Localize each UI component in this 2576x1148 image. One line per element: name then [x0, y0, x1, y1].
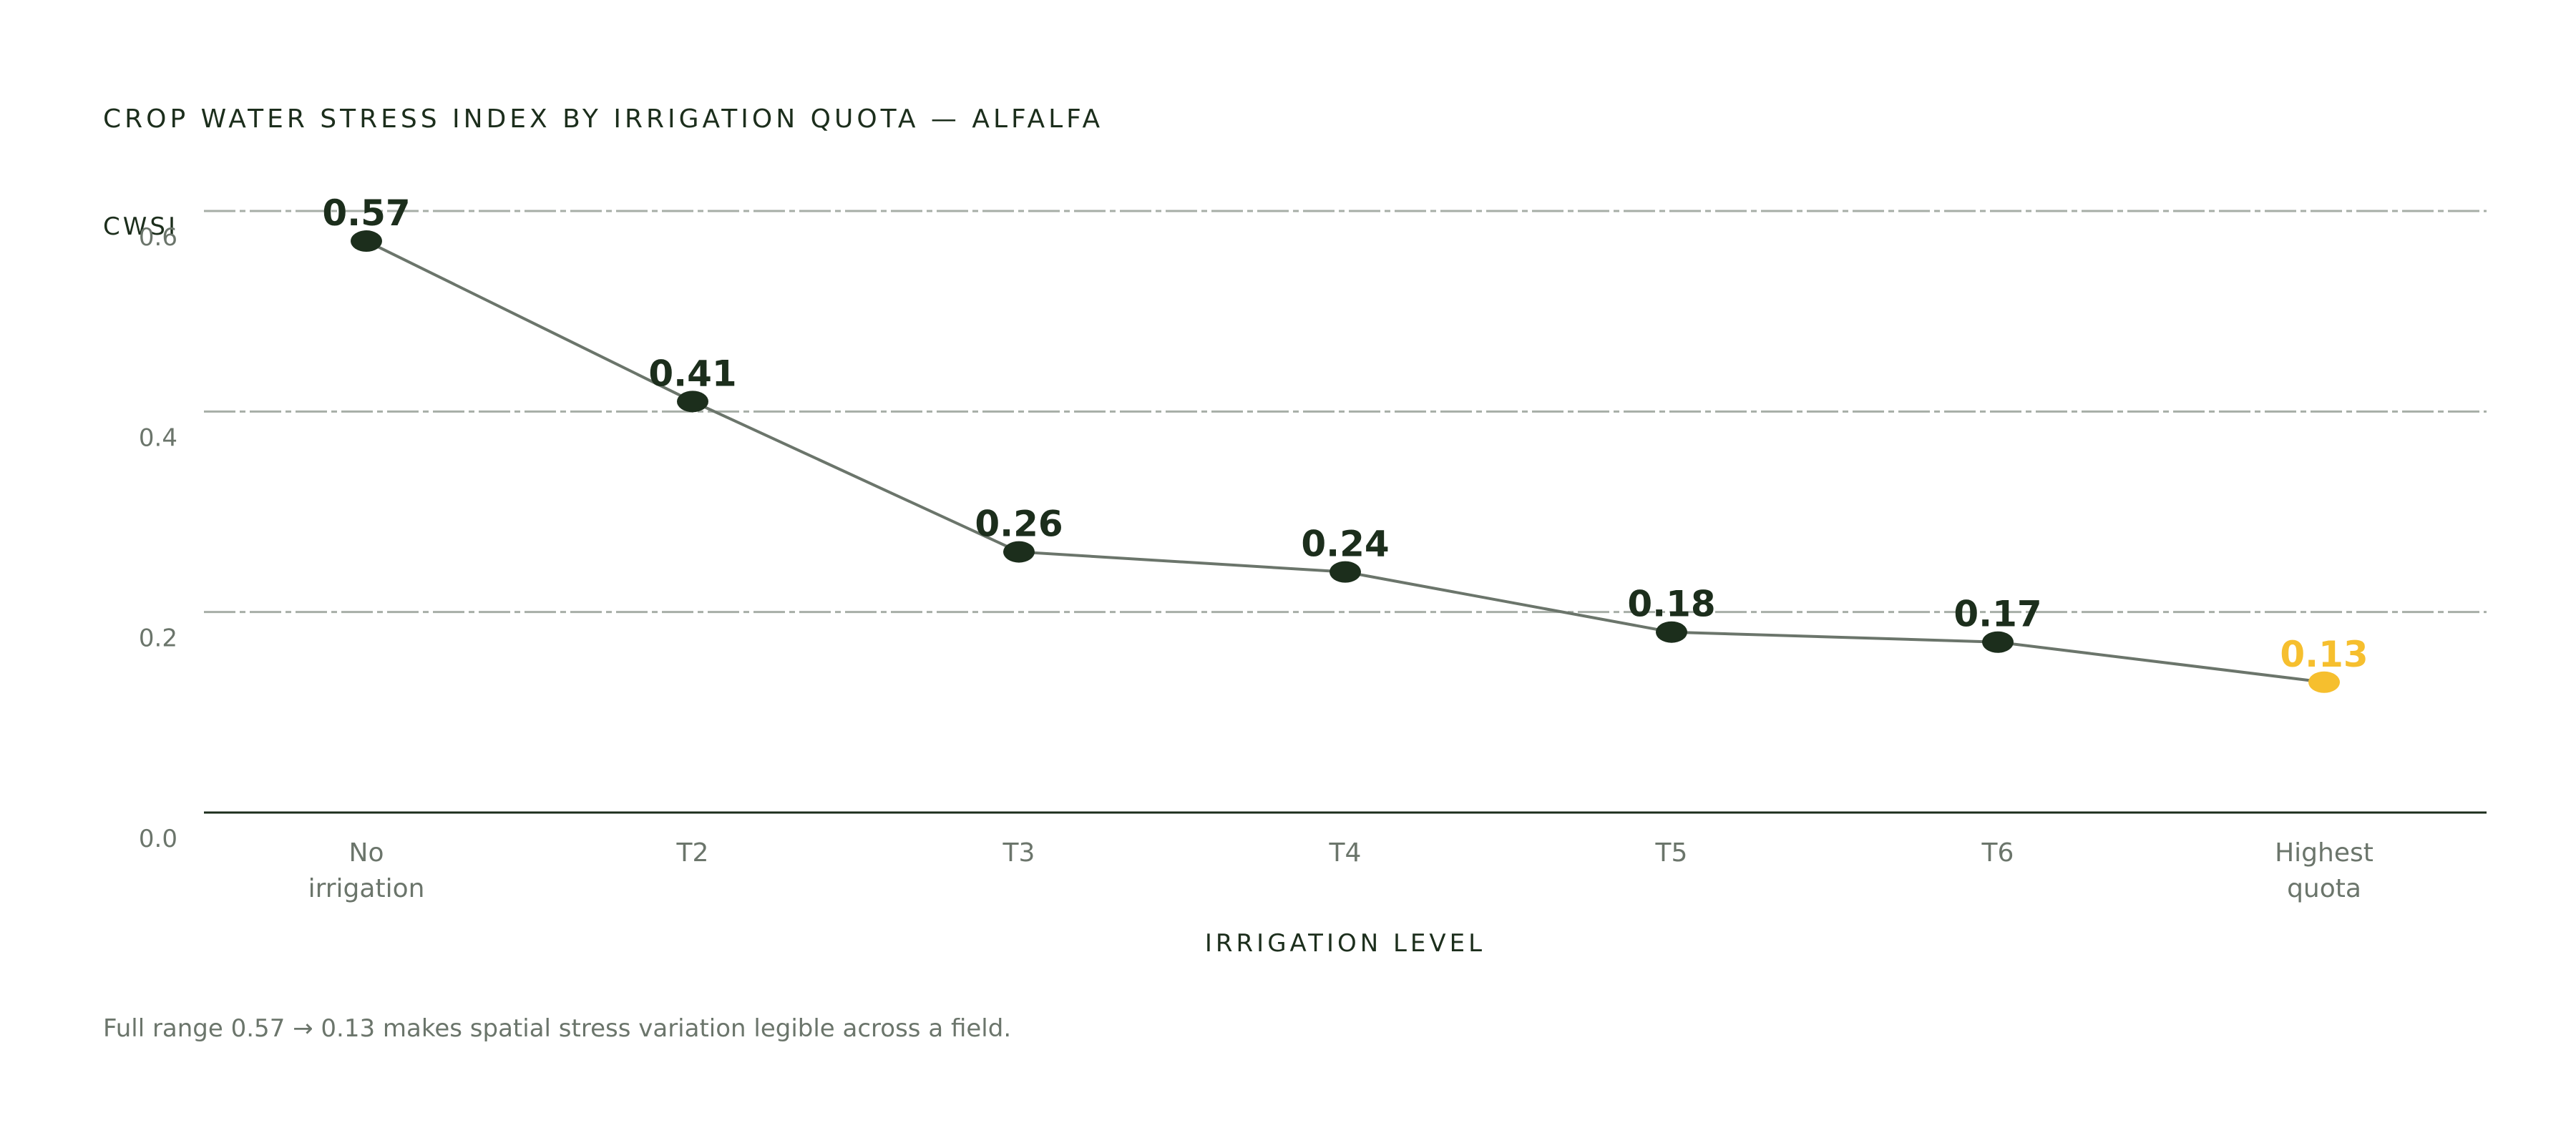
x-tick-label-1: T2	[676, 838, 709, 868]
x-tick-label-3: T4	[1329, 838, 1362, 868]
y-tick-label-2: 0.4	[139, 423, 177, 452]
data-point-highlight	[2308, 671, 2340, 693]
data-label-2: 0.26	[975, 504, 1063, 545]
data-label-1: 0.41	[648, 353, 736, 394]
data-label-4: 0.18	[1627, 584, 1715, 625]
data-point-1	[677, 391, 708, 413]
data-point-3	[1330, 561, 1361, 583]
x-tick-label-0-line-0: No	[349, 838, 384, 868]
y-tick-label-1: 0.2	[139, 624, 177, 653]
data-label-6: 0.13	[2280, 634, 2368, 675]
data-label-3: 0.24	[1301, 524, 1389, 565]
data-point-4	[1656, 621, 1687, 643]
y-axis-label: CWSI	[103, 212, 178, 241]
x-axis-title: IRRIGATION LEVEL	[1205, 929, 1485, 958]
x-tick-label-2: T3	[1002, 838, 1035, 868]
data-point-5	[1982, 631, 2014, 653]
data-point-2	[1003, 541, 1035, 563]
x-tick-label-4: T5	[1655, 838, 1688, 868]
x-tick-label-6-line-1: quota	[2287, 874, 2361, 903]
data-label-0: 0.57	[322, 192, 410, 234]
y-tick-label-0: 0.0	[139, 825, 177, 853]
chart-title: CROP WATER STRESS INDEX BY IRRIGATION QU…	[103, 104, 1104, 134]
x-tick-label-0-line-1: irrigation	[308, 874, 425, 903]
x-tick-label-6-line-0: Highest	[2275, 838, 2373, 868]
x-tick-label-5: T6	[1981, 838, 2014, 868]
data-label-5: 0.17	[1953, 594, 2041, 635]
data-point-0	[351, 230, 382, 252]
chart-footnote: Full range 0.57 → 0.13 makes spatial str…	[103, 1014, 1012, 1043]
y-tick-label-3: 0.6	[139, 223, 177, 252]
